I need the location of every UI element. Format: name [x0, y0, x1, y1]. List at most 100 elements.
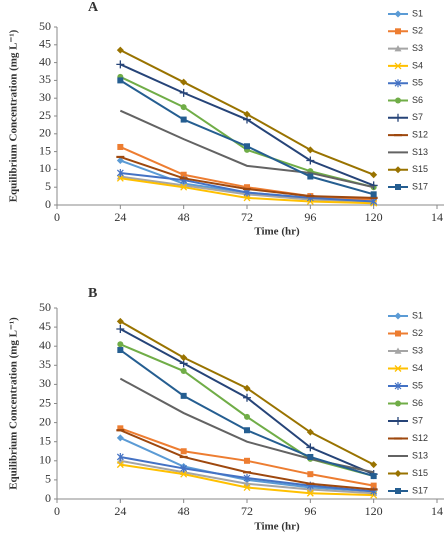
marker [370, 191, 377, 198]
legend-label: S4 [412, 60, 423, 70]
x-tick-label: 24 [114, 504, 126, 518]
marker [244, 457, 250, 464]
x-tick-label: 120 [365, 210, 383, 224]
y-tick-label: 35 [39, 357, 51, 371]
legend-label: S15 [412, 164, 428, 174]
marker [243, 194, 251, 202]
legend-label: S7 [412, 415, 423, 425]
legend-label: S6 [412, 398, 423, 408]
marker [244, 143, 250, 150]
marker [243, 484, 251, 491]
series-line [119, 109, 374, 189]
marker [307, 173, 314, 180]
x-tick-label: 96 [304, 504, 316, 518]
marker [179, 88, 188, 97]
x-axis-label: Time (hr) [254, 521, 300, 533]
y-tick-label: 40 [39, 54, 51, 68]
legend-label: S15 [412, 468, 428, 478]
y-tick-label: 0 [45, 491, 51, 505]
y-tick-label: 10 [39, 161, 51, 175]
legend-label: S2 [412, 328, 423, 338]
legend-label: S7 [412, 112, 423, 122]
x-tick-label: 48 [178, 210, 190, 224]
marker [180, 448, 187, 455]
marker [243, 384, 251, 392]
legend-marker [395, 400, 401, 407]
marker [180, 104, 187, 111]
marker [180, 464, 188, 473]
legend-label: S2 [412, 26, 423, 36]
y-tick-label: 20 [39, 126, 51, 140]
marker [117, 341, 124, 348]
y-axis-label: Equilibrium Concentration (mg L⁻¹) [8, 317, 20, 490]
legend-label: S17 [412, 485, 428, 495]
legend-label: S17 [412, 181, 428, 191]
x-tick-label: 24 [114, 210, 126, 224]
marker [180, 470, 188, 478]
y-tick-label: 45 [39, 319, 51, 333]
marker [244, 427, 250, 434]
x-tick-label: 48 [178, 504, 190, 518]
y-tick-label: 25 [39, 395, 51, 409]
marker [370, 171, 378, 179]
legend-marker [394, 10, 402, 18]
marker [116, 46, 124, 54]
marker [243, 110, 251, 118]
legend-label: S5 [412, 380, 423, 390]
marker [370, 461, 378, 469]
marker [116, 317, 124, 325]
legend-marker [394, 365, 402, 372]
marker [116, 434, 124, 442]
marker [116, 174, 124, 182]
marker [307, 453, 314, 460]
x-tick-label: 0 [54, 504, 60, 518]
x-axis-label: Time (hr) [254, 226, 300, 238]
marker [116, 461, 124, 469]
panel-label: B [88, 286, 97, 301]
marker [306, 428, 314, 436]
marker [180, 368, 187, 375]
legend-label: S13 [412, 450, 428, 460]
y-axis-label: Equilibrium Concentration (mg L⁻¹) [8, 29, 20, 202]
legend-label: S6 [412, 95, 423, 105]
x-tick-label: 0 [54, 210, 60, 224]
legend-label: S1 [412, 8, 423, 18]
legend-label: S4 [412, 363, 423, 373]
legend-label: S12 [412, 433, 428, 443]
x-tick-label: 120 [365, 504, 383, 518]
marker [116, 168, 124, 177]
legend-marker [394, 417, 402, 425]
y-tick-label: 25 [39, 108, 51, 122]
marker [370, 473, 377, 480]
y-tick-label: 0 [45, 197, 51, 211]
y-tick-label: 45 [39, 37, 51, 51]
marker [180, 354, 188, 362]
x-tick-label: 72 [241, 210, 253, 224]
marker [116, 325, 125, 334]
marker [306, 146, 314, 154]
marker [117, 425, 124, 432]
marker [306, 489, 314, 497]
y-tick-label: 15 [39, 143, 51, 157]
y-tick-label: 10 [39, 453, 51, 467]
legend-marker [394, 312, 402, 320]
legend-label: S12 [412, 129, 428, 139]
marker [243, 473, 251, 482]
legend-marker [395, 488, 401, 494]
y-tick-label: 15 [39, 433, 51, 447]
y-tick-label: 50 [39, 19, 51, 33]
marker [243, 393, 251, 402]
legend-marker [394, 382, 402, 390]
panel-label: A [88, 0, 99, 15]
legend-marker [394, 347, 402, 354]
series-line [119, 63, 375, 187]
marker [180, 78, 188, 86]
x-tick-label: 96 [304, 210, 316, 224]
marker [117, 347, 124, 354]
marker [180, 392, 187, 399]
y-tick-label: 30 [39, 376, 51, 390]
legend-marker [394, 45, 402, 52]
legend-marker [395, 184, 401, 190]
legend-marker [395, 28, 401, 35]
